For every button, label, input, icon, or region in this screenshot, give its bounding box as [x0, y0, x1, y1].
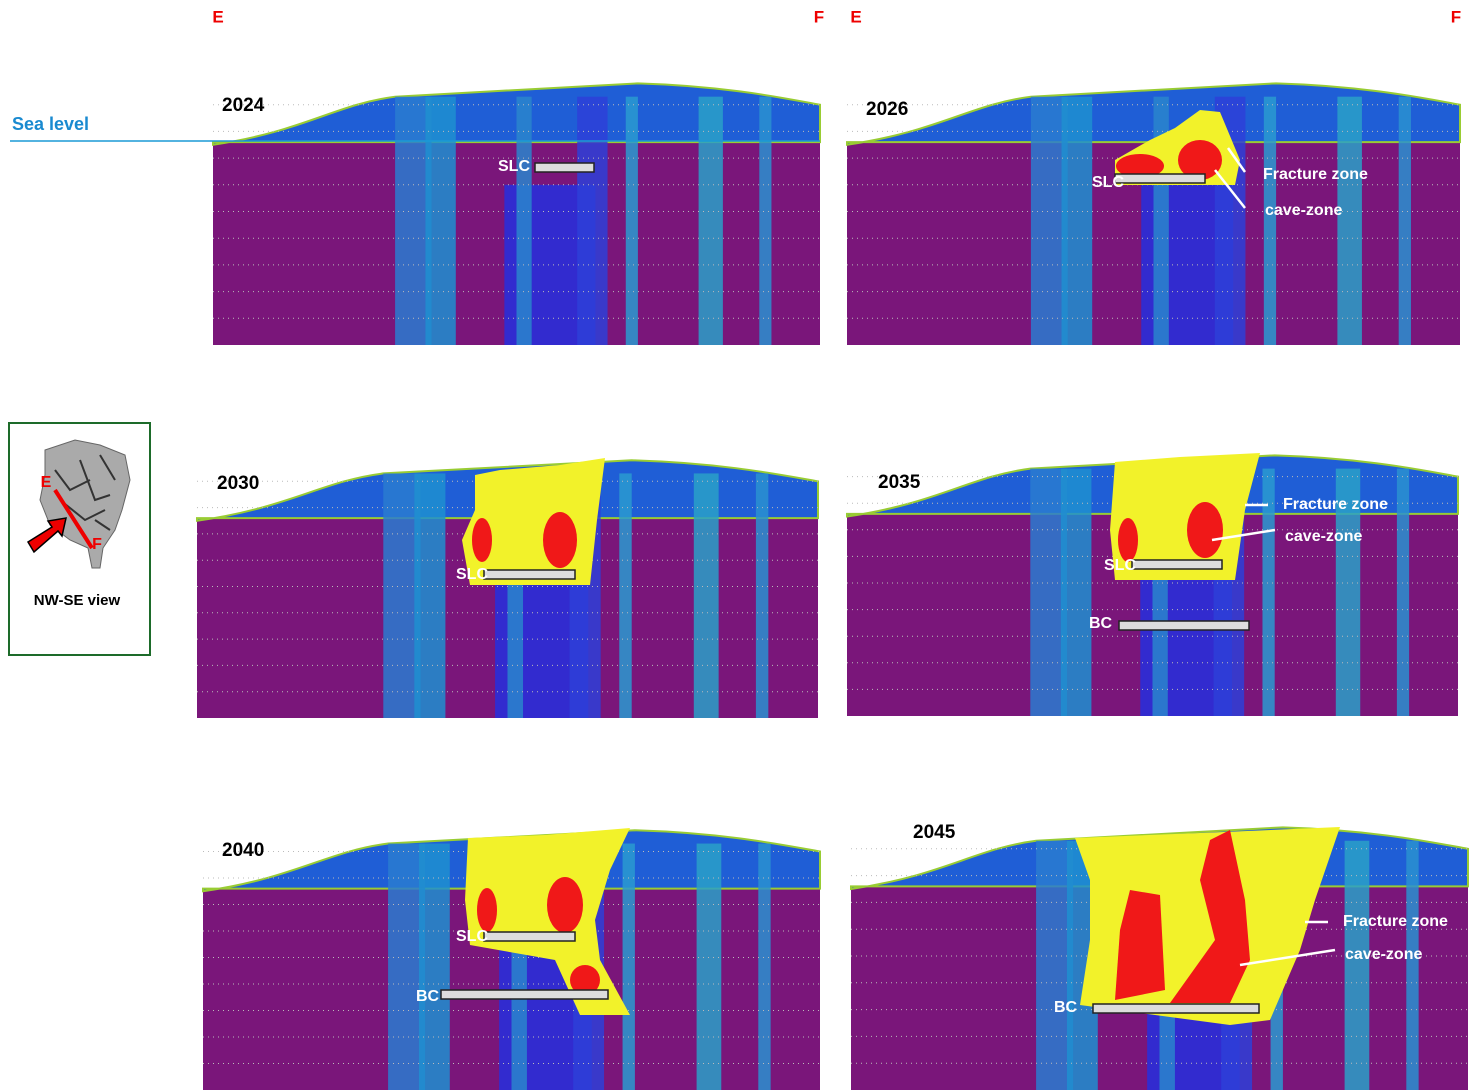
- end-label: F: [1451, 7, 1461, 26]
- rock-column: [1264, 97, 1276, 345]
- level-bar: [1115, 174, 1205, 183]
- rock-column: [626, 97, 638, 345]
- cave-zone: [1187, 502, 1223, 558]
- cave-zone: [477, 888, 497, 932]
- rock-column: [425, 97, 455, 345]
- rock-column: [697, 844, 722, 1090]
- zone-label: BC: [416, 988, 440, 1005]
- year-label: 2024: [222, 95, 265, 116]
- zone-label: Fracture zone: [1283, 496, 1388, 513]
- panel: 2040 SLC BC: [203, 828, 820, 1090]
- rock-column: [1397, 469, 1409, 716]
- zone-label: Fracture zone: [1263, 166, 1368, 183]
- rock-column: [694, 473, 719, 718]
- rock-column: [577, 97, 607, 345]
- level-bar: [1132, 560, 1222, 569]
- panel: 2035 SLC BC Fracture zone cave-zone: [847, 453, 1458, 716]
- panel: 2026 SLC Fracture zone cave-zone: [847, 83, 1460, 345]
- inset-end-label: F: [92, 536, 102, 553]
- zone-label: SLC: [1104, 557, 1136, 574]
- zone-label: cave-zone: [1265, 202, 1342, 219]
- zone-label: SLC: [1092, 174, 1124, 191]
- year-label: 2030: [217, 473, 259, 494]
- panel: 2030 SLC: [197, 458, 818, 718]
- rock-column: [1062, 97, 1093, 345]
- year-label: 2045: [913, 822, 956, 843]
- end-label: E: [212, 7, 223, 26]
- end-label: E: [850, 7, 861, 26]
- rock-column: [419, 844, 450, 1090]
- level-bar: [535, 163, 594, 172]
- rock-column: [1337, 97, 1362, 345]
- rock-column: [1061, 469, 1092, 716]
- zone-label: SLC: [456, 928, 488, 945]
- rock-column: [699, 97, 723, 345]
- rock-column: [759, 97, 771, 345]
- cave-zone: [1118, 518, 1138, 562]
- zone-label: Fracture zone: [1343, 913, 1448, 930]
- rock-column: [1345, 841, 1370, 1090]
- zone-label: cave-zone: [1285, 528, 1362, 545]
- rock-column: [756, 473, 768, 718]
- year-label: 2026: [866, 99, 908, 120]
- zone-label: BC: [1089, 615, 1113, 632]
- inset: E F NW-SE view: [9, 423, 150, 655]
- level-bar: [1093, 1004, 1259, 1013]
- rock-column: [758, 844, 770, 1090]
- panels: 2024 SLC 2026 SLC Fracture zone cave-zone 2030…: [197, 83, 1468, 1090]
- rock-column: [623, 844, 635, 1090]
- level-bar: [1119, 621, 1249, 630]
- cave-zone: [543, 512, 577, 568]
- level-bar: [441, 990, 608, 999]
- rock-column: [1399, 97, 1411, 345]
- inset-end-label: E: [41, 474, 52, 491]
- rock-column: [619, 473, 631, 718]
- rock-column: [517, 97, 532, 345]
- zone-label: BC: [1054, 999, 1078, 1016]
- level-bar: [484, 570, 575, 579]
- figure: E F E F 2024 SLC 2026 SLC Fracture zone cave-…: [0, 0, 1473, 1091]
- inset-caption: NW-SE view: [34, 592, 121, 609]
- zone-label: SLC: [456, 566, 488, 583]
- end-label: F: [814, 7, 824, 26]
- zone-label: SLC: [498, 158, 530, 175]
- zone-label: cave-zone: [1345, 946, 1422, 963]
- panel: 2024 SLC: [213, 83, 820, 345]
- level-bar: [484, 932, 575, 941]
- panel: 2045 BC Fracture zone cave-zone: [851, 822, 1468, 1090]
- rock-column: [1406, 841, 1418, 1090]
- rock-column: [414, 473, 445, 718]
- sea-level-label: Sea level: [12, 114, 89, 134]
- cave-zone: [547, 877, 583, 933]
- year-label: 2040: [222, 840, 264, 861]
- header: E F E F: [212, 7, 1461, 26]
- year-label: 2035: [878, 472, 921, 493]
- cave-zone: [472, 518, 492, 562]
